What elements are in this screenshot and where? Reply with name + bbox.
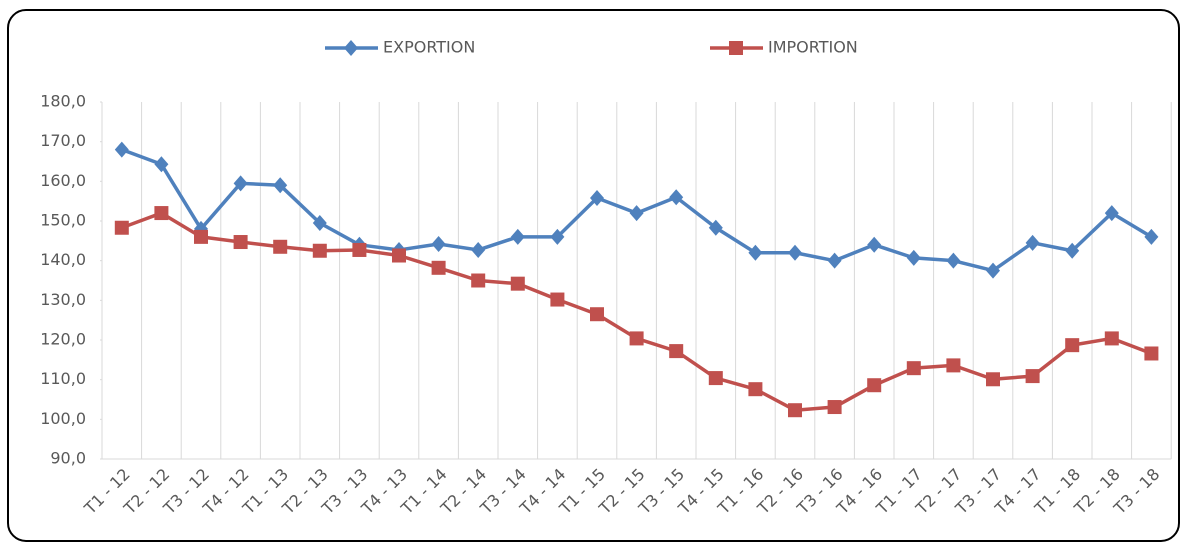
data-point — [1104, 205, 1119, 222]
y-tick-label: 160,0 — [40, 171, 86, 190]
data-point — [392, 248, 406, 263]
y-tick-label: 110,0 — [40, 369, 86, 388]
data-point — [510, 276, 525, 291]
data-point — [550, 292, 565, 307]
data-point — [1065, 338, 1080, 353]
data-point — [312, 243, 327, 258]
data-point — [431, 236, 446, 253]
legend-marker — [344, 40, 358, 56]
y-tick-label: 180,0 — [40, 92, 86, 111]
data-point — [1065, 242, 1080, 259]
data-point — [431, 260, 446, 275]
data-point — [471, 241, 486, 258]
data-point — [590, 307, 604, 322]
data-point — [827, 400, 842, 415]
data-point — [748, 244, 763, 261]
data-point — [827, 252, 842, 269]
data-point — [590, 189, 604, 206]
data-point — [1025, 369, 1040, 384]
chart-border — [7, 9, 1180, 542]
y-tick-label: 120,0 — [40, 330, 86, 349]
data-point — [788, 403, 802, 418]
data-point — [906, 361, 921, 376]
data-point — [906, 249, 921, 266]
data-point — [312, 214, 327, 231]
data-point — [986, 372, 1000, 387]
data-point — [1025, 234, 1040, 251]
data-point — [352, 242, 367, 257]
data-point — [1144, 346, 1159, 361]
data-point — [708, 371, 723, 386]
data-point — [867, 378, 882, 393]
y-tick-label: 150,0 — [40, 211, 86, 230]
data-point — [471, 273, 486, 288]
data-point — [233, 235, 248, 250]
data-point — [669, 344, 684, 359]
legend-marker — [729, 41, 743, 55]
data-point — [986, 262, 1000, 279]
legend-label: IMPORTION — [768, 38, 858, 57]
data-point — [867, 236, 882, 253]
data-point — [550, 228, 565, 245]
y-tick-label: 140,0 — [40, 250, 86, 269]
data-point — [1144, 228, 1159, 245]
legend-label: EXPORTION — [383, 38, 475, 57]
data-point — [273, 177, 288, 194]
data-point — [233, 175, 248, 192]
y-tick-label: 170,0 — [40, 131, 86, 150]
data-point — [748, 382, 763, 397]
data-point — [194, 229, 208, 244]
data-point — [708, 219, 723, 236]
data-point — [629, 331, 644, 346]
data-point — [629, 205, 644, 222]
data-point — [154, 156, 169, 173]
y-tick-label: 100,0 — [40, 409, 86, 428]
data-point — [273, 239, 288, 254]
data-point — [114, 220, 129, 235]
data-point — [946, 252, 961, 269]
data-point — [114, 141, 129, 158]
y-tick-label: 130,0 — [40, 290, 86, 309]
data-point — [946, 358, 961, 373]
data-point — [788, 244, 802, 261]
data-point — [510, 228, 525, 245]
data-point — [669, 189, 684, 206]
y-tick-label: 90,0 — [50, 449, 86, 468]
data-point — [1104, 331, 1119, 346]
data-point — [154, 206, 169, 221]
